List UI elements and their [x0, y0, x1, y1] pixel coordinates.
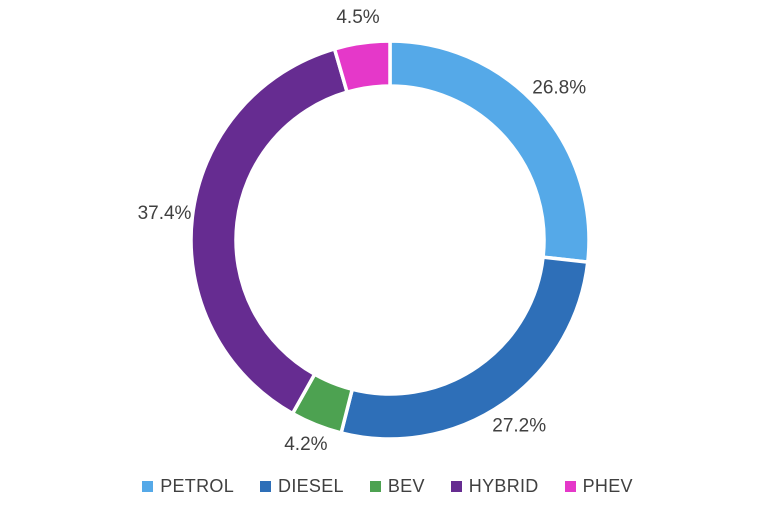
- legend-item-bev: BEV: [369, 476, 425, 497]
- donut-segment-petrol: [388, 39, 591, 264]
- legend-swatch-icon: [369, 481, 381, 492]
- legend-swatch-icon: [564, 481, 576, 492]
- legend-swatch-icon: [450, 481, 462, 492]
- donut-segment-phev: [332, 39, 392, 94]
- legend-label: PHEV: [582, 476, 633, 496]
- data-label-diesel: 27.2%: [492, 416, 546, 437]
- data-label-petrol: 26.8%: [532, 78, 586, 99]
- legend-item-diesel: DIESEL: [260, 476, 344, 497]
- donut-chart: 26.8% 27.2% 4.2% 37.4% 4.5%: [138, 7, 591, 455]
- legend-item-petrol: PETROL: [142, 476, 234, 497]
- data-label-bev: 4.2%: [284, 434, 327, 455]
- chart-legend: PETROL DIESEL BEV HYBRID PHEV: [0, 476, 775, 497]
- legend-item-hybrid: HYBRID: [450, 476, 539, 497]
- donut-segment-diesel: [339, 255, 590, 441]
- legend-item-phev: PHEV: [564, 476, 633, 497]
- data-label-phev: 4.5%: [336, 7, 379, 28]
- data-label-hybrid: 37.4%: [138, 203, 192, 224]
- legend-label: BEV: [387, 476, 425, 496]
- legend-label: HYBRID: [468, 476, 539, 496]
- legend-swatch-icon: [142, 481, 154, 492]
- donut-segment-hybrid: [189, 47, 349, 416]
- legend-label: DIESEL: [278, 476, 344, 496]
- legend-label: PETROL: [160, 476, 235, 496]
- legend-swatch-icon: [260, 481, 272, 492]
